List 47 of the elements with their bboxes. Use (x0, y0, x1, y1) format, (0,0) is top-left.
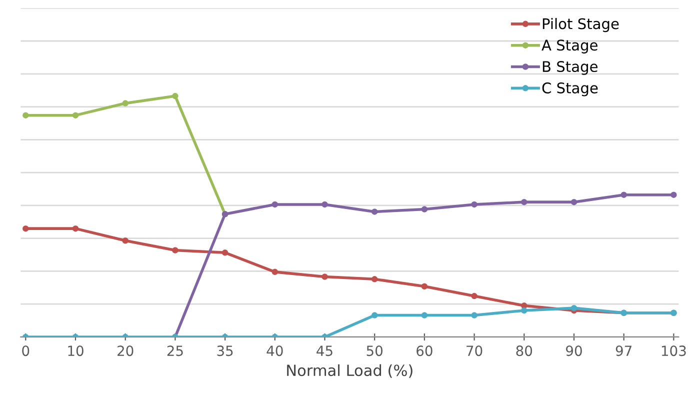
point (22, 225, 29, 232)
point (371, 276, 378, 282)
x-tick-label: 25 (167, 346, 183, 356)
x-tick-label: 80 (516, 346, 532, 356)
legend-label: B Stage (542, 61, 598, 75)
point (272, 268, 278, 276)
x-tick-label: 0 (22, 346, 30, 356)
x-tick-label: 50 (366, 346, 383, 356)
legend-label: C Stage (542, 82, 598, 96)
point (322, 201, 328, 208)
point (570, 304, 578, 312)
legend-label: Pilot Stage (542, 18, 619, 32)
x-tick-label: 103 (662, 346, 686, 356)
point (670, 192, 677, 198)
point (521, 307, 528, 314)
x-tick-label: 35 (217, 346, 233, 356)
x-tick-label: 90 (566, 346, 582, 356)
point (371, 208, 378, 215)
legend-label: A Stage (542, 40, 598, 54)
point (272, 201, 278, 208)
point (421, 283, 428, 290)
point (421, 206, 428, 212)
x-tick-label: 10 (68, 346, 84, 356)
x-tick-label: 40 (266, 346, 283, 356)
point (620, 192, 627, 198)
x-tick-label: 70 (466, 346, 482, 356)
point (72, 225, 79, 232)
point (570, 198, 578, 206)
point (471, 312, 478, 318)
x-tick-label: 20 (118, 346, 134, 356)
point (172, 247, 178, 254)
point (122, 100, 128, 106)
point (471, 201, 478, 208)
point (371, 312, 378, 318)
x-axis-title: Normal Load (%) (287, 364, 412, 378)
point (521, 198, 528, 206)
point (22, 112, 29, 118)
point (421, 312, 428, 318)
point (72, 112, 79, 118)
point (471, 292, 478, 300)
point (122, 237, 128, 244)
x-tick-label: 60 (416, 346, 432, 356)
point (322, 274, 328, 280)
point (172, 92, 178, 100)
point (222, 250, 228, 256)
x-tick-label: 45 (316, 346, 332, 356)
x-tick-label: 97 (616, 346, 632, 356)
